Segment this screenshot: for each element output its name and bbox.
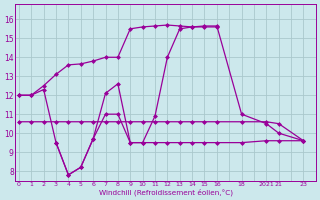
X-axis label: Windchill (Refroidissement éolien,°C): Windchill (Refroidissement éolien,°C)	[99, 188, 233, 196]
